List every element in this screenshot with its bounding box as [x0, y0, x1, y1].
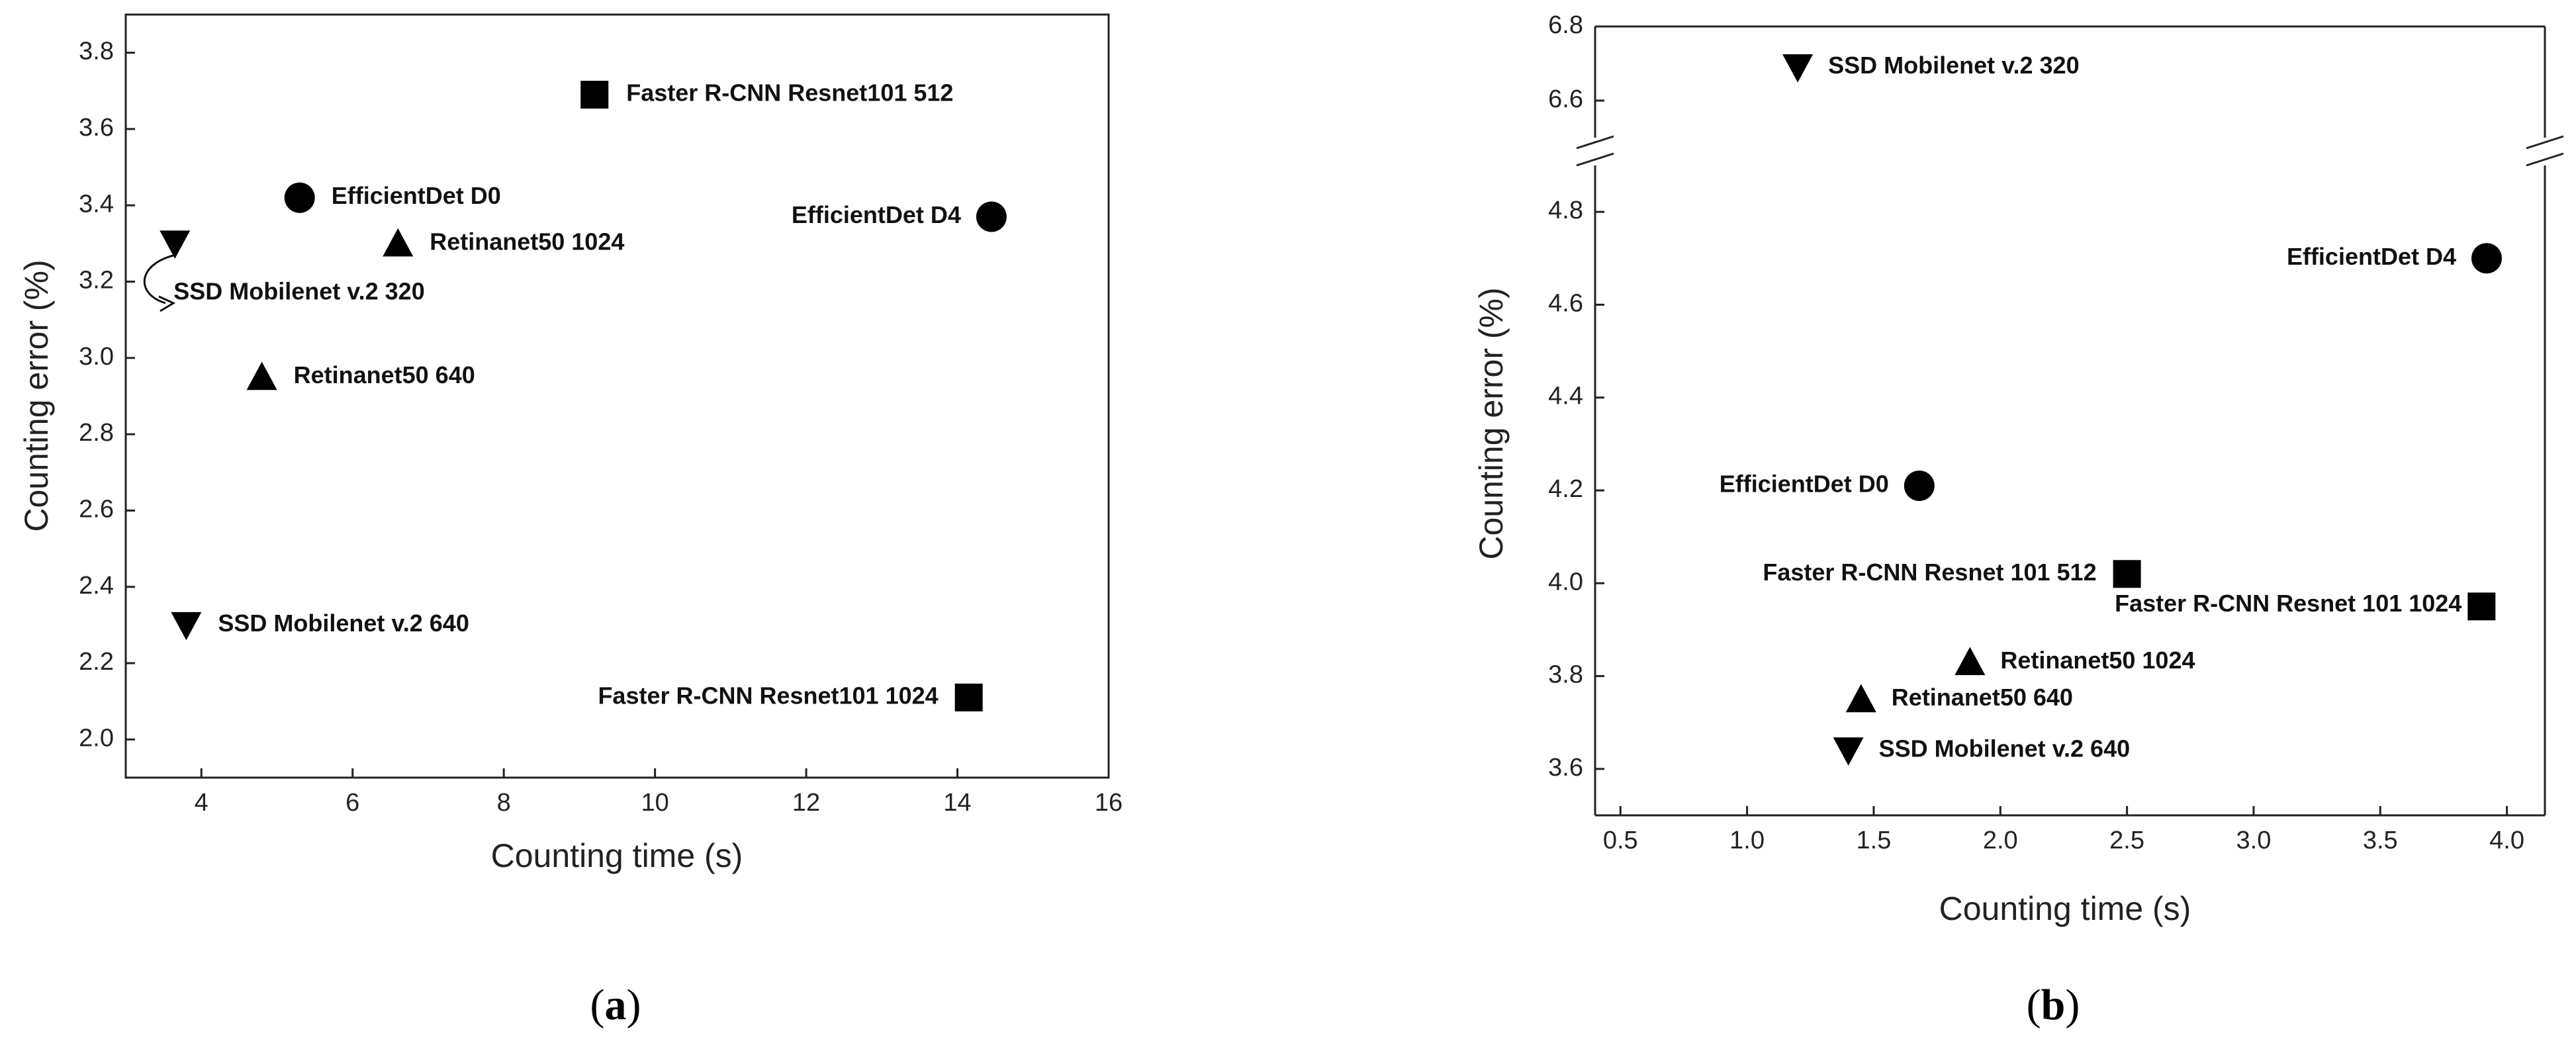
- panel-a-point-efficientdet-d4: [976, 201, 1007, 232]
- panel-a-annotation-arrowhead: [158, 295, 176, 312]
- panel-a-point-label-faster-r-cnn-resnet101-1024: Faster R-CNN Resnet101 1024: [598, 682, 938, 709]
- panel-a-point-label-efficientdet-d4: EfficientDet D4: [792, 201, 961, 228]
- panel-a-y-tick-label: 3.8: [79, 38, 114, 66]
- panel-b-y-tick-label: 4.8: [1548, 197, 1583, 224]
- panel-b-point-label-faster-r-cnn-resnet-101-1024: Faster R-CNN Resnet 101 1024: [2115, 590, 2461, 617]
- panel-b-y-tick-label: 4.2: [1548, 475, 1583, 503]
- panel-a-x-tick-label: 6: [345, 789, 359, 817]
- panel-b-point-faster-r-cnn-resnet-101-512: [2113, 560, 2141, 588]
- panel-a-point-label-retinanet50-640: Retinanet50 640: [294, 361, 475, 388]
- panel-b-point-retinanet50-1024: [1955, 647, 1986, 676]
- panel-a-x-axis-label: Counting time (s): [491, 837, 743, 874]
- panel-a-point-label-retinanet50-1024: Retinanet50 1024: [430, 228, 624, 255]
- panel-a-x-tick-label: 14: [943, 789, 971, 817]
- panel-a-point-labels: Faster R-CNN Resnet101 512 EfficientDet D…: [173, 79, 961, 709]
- panel-a-point-retinanet50-1024: [383, 228, 414, 257]
- panel-b-point-label-retinanet50-1024: Retinanet50 1024: [2000, 647, 2195, 674]
- panel-b-point-label-faster-r-cnn-resnet-101-512: Faster R-CNN Resnet 101 512: [1763, 559, 2096, 586]
- panel-a-y-tick-label: 2.4: [79, 572, 114, 600]
- panel-b-x-tick-label: 1.5: [1857, 827, 1892, 854]
- panel-a-x-tick-label: 8: [497, 789, 511, 817]
- panel-a-y-tick-label: 2.0: [79, 724, 114, 752]
- panel-b-x-axis-label: Counting time (s): [1939, 890, 2191, 927]
- panel-a-ticks: 4 6 8 10 12 14 16 2.0 2.2 2.4 2.6 2.8 3.0 3.2 3.4 3.6 3.…: [79, 38, 1123, 817]
- panel-b-y-tick-label: 3.6: [1548, 754, 1583, 782]
- panel-b-point-ssd-mobilenet-v-2-640: [1833, 737, 1864, 766]
- panel-a-point-efficientdet-d0: [284, 182, 315, 213]
- panel-a-plot-frame: [124, 13, 1110, 779]
- panel-a-point-label-efficientdet-d0: EfficientDet D0: [332, 182, 501, 209]
- panel-b-x-tick-label: 3.5: [2363, 827, 2398, 854]
- panel-b-ticks: 0.5 1.0 1.5 2.0 2.5 3.0 3.5 4.0 3.6 3.8 4.0 4.2 4.4 4…: [1548, 11, 2524, 854]
- panel-b-x-tick-label: 2.5: [2109, 827, 2144, 854]
- panel-a-point-label-ssd-mobilenet-v-2-640: SSD Mobilenet v.2 640: [218, 610, 469, 637]
- panel-a-point-ssd-mobilenet-v-2-640: [171, 612, 202, 641]
- panel-b: 0.5 1.0 1.5 2.0 2.5 3.0 3.5 4.0 3.6 3.8 4.0 4.2 4.4 4…: [1473, 11, 2564, 1029]
- panel-a-point-retinanet50-640: [246, 361, 277, 390]
- panel-a-y-tick-label: 3.0: [79, 343, 114, 371]
- panel-b-y-tick-label: 6.8: [1548, 11, 1583, 39]
- panel-b-axis-break-right: [2526, 135, 2564, 167]
- panel-b-y-tick-label: 4.4: [1548, 383, 1583, 410]
- panel-a-y-tick-label: 2.8: [79, 419, 114, 447]
- panel-a-y-axis-label: Counting error (%): [18, 259, 55, 531]
- panel-a-x-tick-label: 4: [195, 789, 208, 817]
- panel-b-y-axis-label: Counting error (%): [1473, 287, 1510, 559]
- panel-a-point-faster-r-cnn-resnet101-1024: [954, 683, 983, 711]
- panel-a-y-tick-label: 3.2: [79, 267, 114, 295]
- panel-b-point-efficientdet-d0: [1904, 470, 1935, 501]
- panel-b-point-label-ssd-mobilenet-v-2-320: SSD Mobilenet v.2 320: [1828, 52, 2079, 79]
- panel-b-point-label-efficientdet-d4: EfficientDet D4: [2287, 243, 2456, 270]
- panel-b-point-label-efficientdet-d0: EfficientDet D0: [1720, 471, 1889, 498]
- panel-b-point-label-ssd-mobilenet-v-2-640: SSD Mobilenet v.2 640: [1879, 735, 2130, 762]
- panel-a-y-tick-label: 2.2: [79, 648, 114, 676]
- panel-a-caption: (a): [590, 981, 641, 1029]
- panel-a-point-label-ssd-mobilenet-v-2-320: SSD Mobilenet v.2 320: [173, 277, 424, 304]
- panel-b-x-tick-label: 2.0: [1983, 827, 2018, 854]
- panel-b-y-tick-label: 6.6: [1548, 85, 1583, 113]
- panel-b-x-tick-label: 1.0: [1729, 827, 1765, 854]
- panel-b-point-efficientdet-d4: [2471, 243, 2502, 274]
- panel-a-y-tick-label: 3.4: [79, 190, 114, 218]
- panel-a-x-tick-label: 16: [1095, 789, 1123, 817]
- panel-b-marks: [1782, 54, 2502, 766]
- panel-a-x-tick-label: 12: [792, 789, 820, 817]
- panel-b-caption: (b): [2027, 981, 2080, 1029]
- panel-a: 4 6 8 10 12 14 16 2.0 2.2 2.4 2.6 2.8 3.0 3.2 3.4 3.6 3.…: [18, 13, 1123, 1029]
- panel-b-point-label-retinanet50-640: Retinanet50 640: [1892, 684, 2073, 711]
- panel-a-point-faster-r-cnn-resnet101-512: [580, 81, 609, 109]
- panel-b-x-tick-label: 3.0: [2236, 827, 2272, 854]
- panel-a-y-tick-label: 2.6: [79, 495, 114, 523]
- panel-b-point-retinanet50-640: [1845, 684, 1876, 713]
- panel-b-point-faster-r-cnn-resnet-101-1024: [2467, 592, 2496, 621]
- panel-a-x-tick-label: 10: [641, 789, 668, 817]
- panel-b-y-tick-label: 4.6: [1548, 289, 1583, 317]
- panel-b-x-tick-label: 4.0: [2489, 827, 2524, 854]
- panel-b-y-tick-label: 3.8: [1548, 661, 1583, 689]
- panel-b-x-tick-label: 0.5: [1603, 827, 1638, 854]
- panel-a-marks: [160, 81, 1007, 711]
- panel-b-axis-break-left: [1576, 135, 1614, 167]
- panel-a-point-label-faster-r-cnn-resnet101-512: Faster R-CNN Resnet101 512: [626, 79, 953, 107]
- panel-a-annotation-arrow: [143, 254, 174, 304]
- panel-a-y-tick-label: 3.6: [79, 114, 114, 142]
- panel-b-point-ssd-mobilenet-v-2-320: [1782, 54, 1814, 83]
- panel-a-point-ssd-mobilenet-v-2-320: [160, 230, 191, 259]
- panel-b-y-tick-label: 4.0: [1548, 568, 1583, 596]
- panel-b-point-labels: SSD Mobilenet v.2 320 EfficientDet D4 Effi…: [1720, 52, 2462, 762]
